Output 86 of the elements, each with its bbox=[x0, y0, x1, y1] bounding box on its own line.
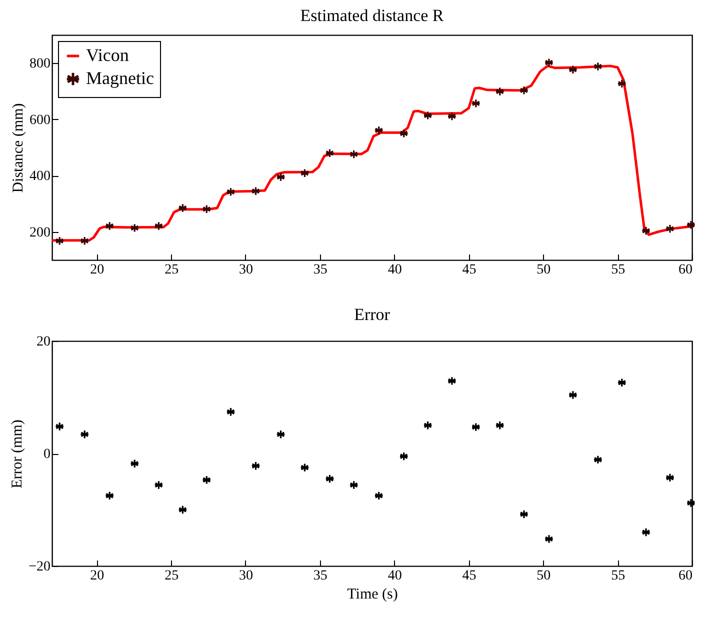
y-axis-title: Error (mm) bbox=[10, 420, 26, 488]
point bbox=[374, 126, 384, 136]
point bbox=[202, 204, 212, 214]
point bbox=[665, 224, 675, 234]
point bbox=[423, 110, 432, 120]
point bbox=[349, 150, 359, 159]
point bbox=[665, 473, 675, 482]
y-tick-label: 0 bbox=[44, 447, 50, 462]
legend-label: Magnetic bbox=[86, 68, 154, 88]
point bbox=[617, 78, 627, 88]
point bbox=[495, 86, 505, 96]
chart-title: Estimated distance R bbox=[300, 6, 444, 25]
x-tick-label: 30 bbox=[238, 262, 253, 278]
x-tick-label: 40 bbox=[388, 568, 402, 584]
point bbox=[447, 112, 457, 121]
point bbox=[593, 455, 603, 464]
point bbox=[154, 480, 164, 490]
point bbox=[54, 236, 64, 246]
point bbox=[471, 422, 481, 432]
x-tick-label: 35 bbox=[313, 568, 328, 584]
y-tick-label: 20 bbox=[36, 334, 50, 350]
x-tick-label: 60 bbox=[678, 568, 692, 584]
point bbox=[80, 236, 90, 246]
point bbox=[154, 221, 164, 231]
point bbox=[568, 390, 578, 400]
point bbox=[300, 168, 310, 178]
x-tick-label: 55 bbox=[611, 262, 626, 278]
point bbox=[544, 58, 554, 68]
x-tick-label: 40 bbox=[388, 262, 402, 278]
point bbox=[399, 128, 409, 138]
point bbox=[178, 203, 188, 213]
x-tick-label: 30 bbox=[238, 568, 253, 584]
point bbox=[641, 226, 651, 236]
point bbox=[251, 461, 260, 471]
point bbox=[226, 187, 236, 197]
point bbox=[447, 376, 457, 386]
point bbox=[641, 528, 651, 537]
point bbox=[325, 474, 334, 484]
point bbox=[399, 452, 409, 461]
x-tick-label: 55 bbox=[611, 568, 626, 584]
x-tick-label: 45 bbox=[462, 568, 476, 584]
y-tick-label: 800 bbox=[30, 56, 50, 72]
point bbox=[423, 420, 432, 430]
y-tick-label: 600 bbox=[30, 112, 50, 128]
point bbox=[686, 498, 696, 508]
point bbox=[544, 534, 554, 544]
point bbox=[104, 491, 114, 500]
point bbox=[349, 480, 359, 490]
point bbox=[202, 475, 212, 485]
point bbox=[617, 378, 627, 388]
point bbox=[104, 221, 114, 231]
y-tick-label: −20 bbox=[28, 560, 50, 574]
point bbox=[276, 172, 286, 182]
point bbox=[130, 458, 140, 468]
x-tick-label: 20 bbox=[90, 568, 104, 584]
x-axis-title: Time (s) bbox=[347, 586, 398, 602]
point bbox=[226, 407, 236, 417]
x-tick-label: 25 bbox=[164, 568, 179, 584]
point bbox=[471, 98, 481, 108]
point bbox=[130, 223, 140, 233]
y-tick-label: 200 bbox=[30, 225, 50, 240]
x-tick-label: 60 bbox=[678, 262, 692, 278]
x-tick-label: 20 bbox=[90, 262, 104, 278]
point bbox=[276, 430, 286, 440]
point bbox=[519, 86, 529, 96]
point bbox=[300, 462, 310, 472]
legend-label: Vicon bbox=[86, 45, 129, 65]
point bbox=[80, 430, 90, 440]
point bbox=[495, 420, 505, 430]
x-tick-label: 50 bbox=[536, 262, 551, 278]
x-tick-label: 25 bbox=[164, 262, 179, 278]
point bbox=[593, 62, 603, 72]
point bbox=[178, 505, 188, 514]
point bbox=[374, 491, 384, 500]
x-tick-label: 45 bbox=[462, 262, 476, 278]
point bbox=[325, 148, 334, 158]
point bbox=[568, 64, 578, 74]
x-tick-label: 35 bbox=[313, 262, 328, 278]
point bbox=[251, 186, 260, 196]
point bbox=[686, 220, 696, 230]
x-tick-label: 50 bbox=[536, 568, 551, 584]
point bbox=[54, 422, 64, 432]
y-axis-title: Distance (mm) bbox=[10, 103, 26, 193]
y-tick-label: 400 bbox=[30, 169, 50, 184]
point bbox=[519, 510, 529, 519]
chart-title: Error bbox=[354, 305, 390, 324]
